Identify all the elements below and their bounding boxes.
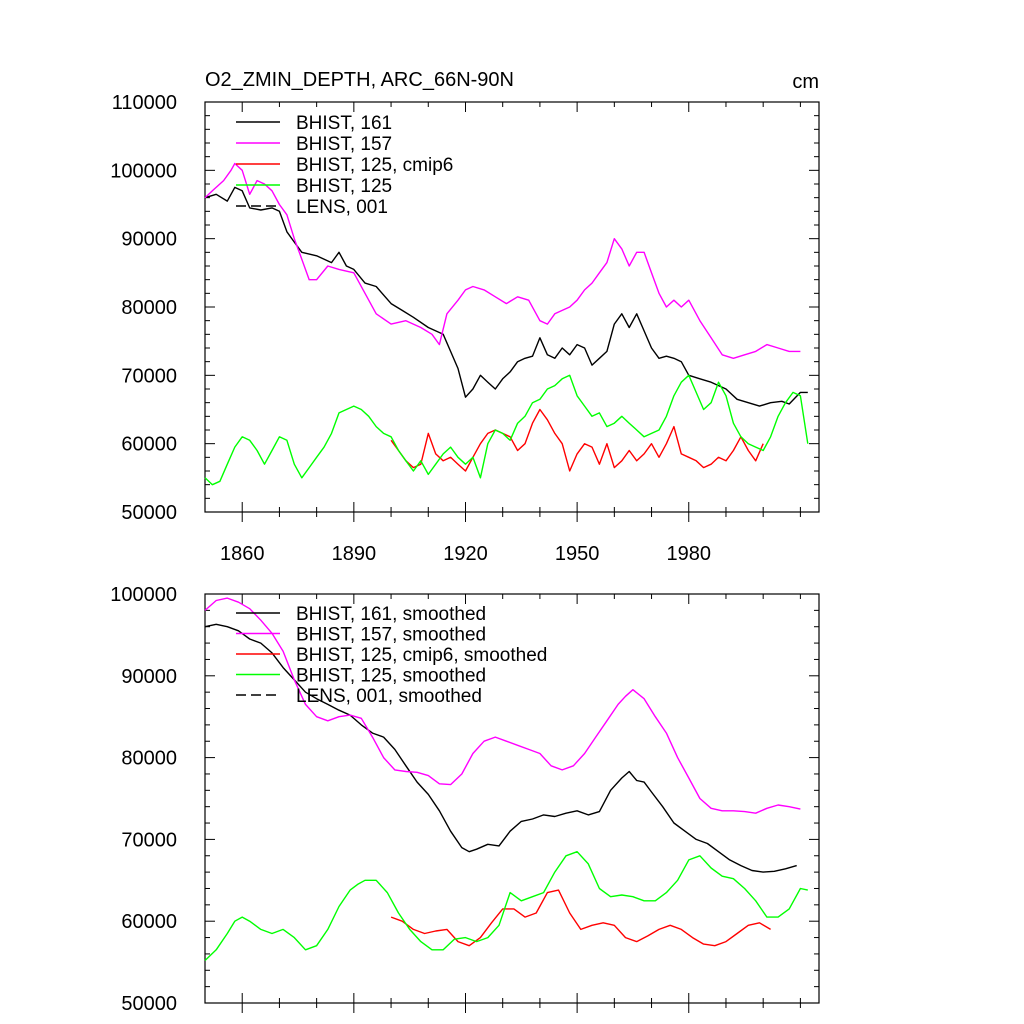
top-panel: O2_ZMIN_DEPTH, ARC_66N-90N cm 50000 60000… — [110, 69, 820, 565]
y-tick-label: 90000 — [121, 666, 177, 688]
series-line — [204, 162, 801, 359]
legend-label: BHIST, 125 — [296, 176, 392, 197]
x-tick-label: 1860 — [220, 543, 265, 565]
legend-label: BHIST, 125, smoothed — [296, 666, 486, 687]
legend-label: LENS, 001 — [296, 197, 388, 218]
y-tick-label: 80000 — [121, 297, 177, 319]
units-label: cm — [792, 71, 819, 93]
y-tick-label: 70000 — [121, 829, 177, 851]
legend-label: BHIST, 157, smoothed — [296, 625, 486, 646]
y-tick-label: 100000 — [110, 584, 177, 606]
y-tick-label: 70000 — [121, 365, 177, 387]
x-tick-label: 1890 — [332, 543, 377, 565]
y-tick-label: 110000 — [112, 92, 177, 114]
x-tick-label: 1980 — [667, 543, 712, 565]
series-line — [204, 374, 809, 486]
chart-title: O2_ZMIN_DEPTH, ARC_66N-90N — [205, 69, 514, 91]
y-tick-label: 50000 — [121, 502, 177, 524]
y-tick-label: 90000 — [121, 229, 177, 251]
series-line — [390, 889, 771, 947]
bottom-panel: 50000 60000 70000 80000 90000 100000 BHIST, 16… — [110, 584, 820, 1015]
y-tick-label: 100000 — [110, 160, 177, 182]
series-line — [204, 597, 801, 814]
y-tick-label: 80000 — [121, 748, 177, 770]
plot-frame — [204, 593, 820, 1004]
legend-label: BHIST, 125, cmip6 — [296, 155, 453, 176]
series-line — [204, 186, 808, 407]
y-tick-label: 60000 — [121, 911, 177, 933]
y-tick-label: 60000 — [121, 434, 177, 456]
series-line — [204, 851, 808, 962]
y-tick-label: 50000 — [121, 993, 177, 1015]
legend-label: LENS, 001, smoothed — [296, 686, 482, 707]
x-tick-label: 1950 — [555, 543, 600, 565]
legend-label: BHIST, 125, cmip6, smoothed — [296, 645, 547, 666]
legend-label: BHIST, 161, smoothed — [296, 604, 486, 625]
legend-label: BHIST, 161 — [296, 113, 392, 134]
series-line — [390, 408, 764, 472]
x-tick-label: 1920 — [443, 543, 488, 565]
legend-label: BHIST, 157 — [296, 134, 392, 155]
series-line — [204, 623, 797, 873]
